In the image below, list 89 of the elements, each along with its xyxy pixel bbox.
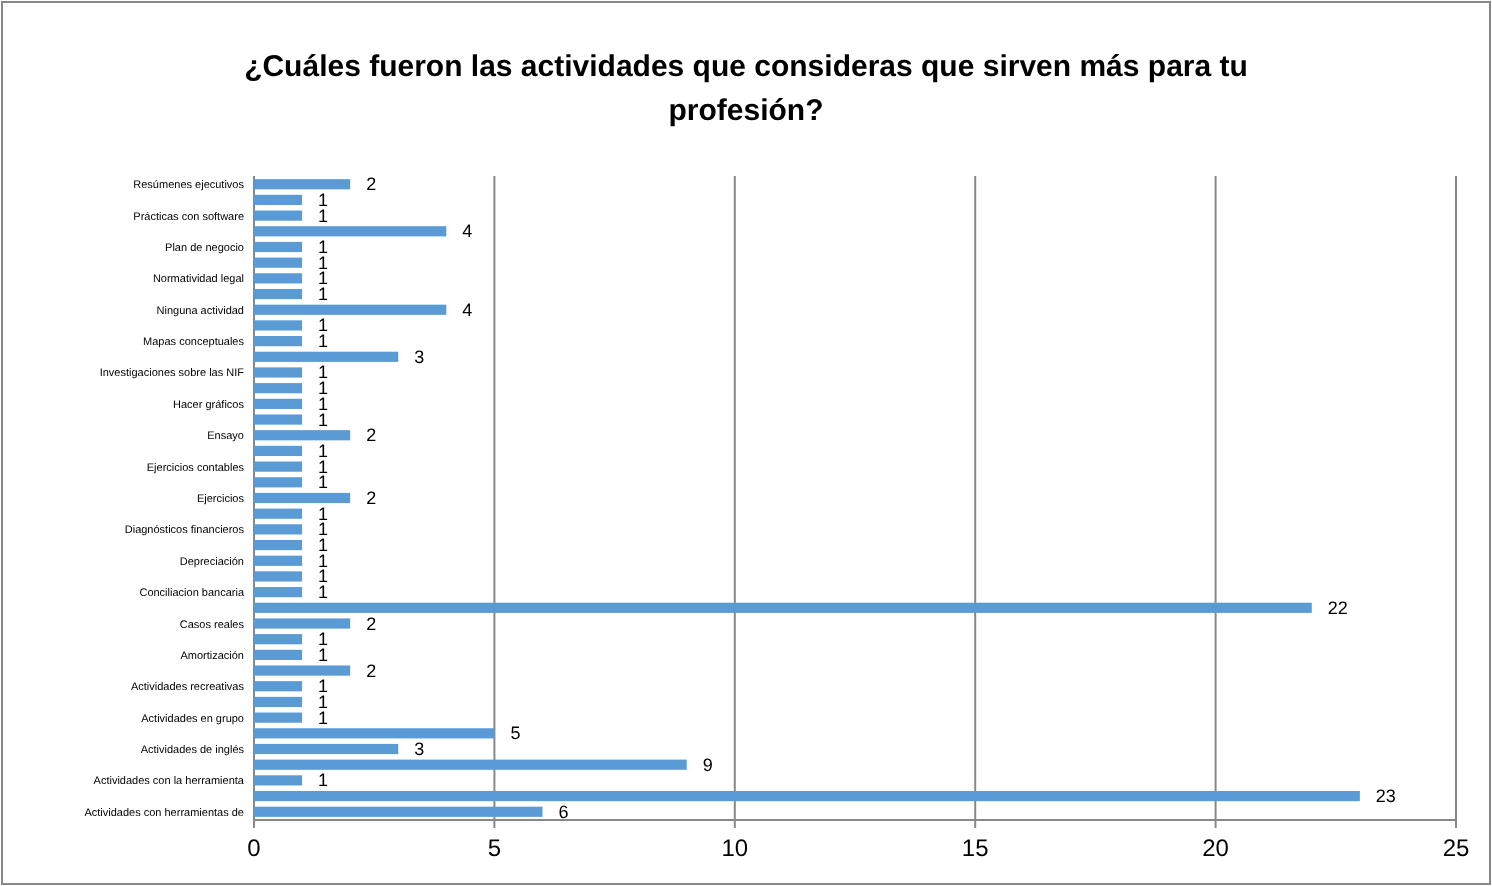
data-label: 5: [510, 723, 521, 744]
data-label: 1: [318, 189, 329, 210]
data-label: 1: [318, 472, 329, 493]
data-label: 1: [318, 252, 329, 273]
data-label: 1: [318, 550, 329, 571]
bar: [254, 696, 303, 708]
bar: [254, 712, 303, 723]
bar: [254, 759, 687, 770]
data-label: 1: [318, 535, 329, 556]
data-label: 1: [318, 582, 329, 603]
bar: [254, 634, 303, 645]
bar: [254, 571, 303, 582]
data-label: 9: [702, 754, 713, 775]
x-tick-label: 25: [1442, 834, 1470, 862]
data-label: 1: [318, 566, 329, 587]
chart-title: ¿Cuáles fueron las actividades que consideras que sirven más para tu profesión?: [244, 50, 1248, 128]
data-label: 1: [318, 331, 329, 352]
data-label: 3: [414, 346, 425, 367]
data-label: 2: [366, 425, 377, 446]
bar: [254, 336, 303, 347]
bar: [254, 477, 303, 488]
bar: [254, 273, 303, 284]
data-label: 1: [318, 456, 329, 477]
data-label: 1: [318, 409, 329, 430]
x-tick-label: 20: [1202, 834, 1230, 862]
bar: [254, 210, 303, 221]
bar: [254, 194, 303, 206]
data-label: 23: [1375, 786, 1396, 807]
data-label: 1: [318, 503, 329, 524]
x-tick-label: 0: [247, 834, 262, 862]
bar: [254, 461, 303, 472]
bar: [254, 430, 351, 441]
bar: [254, 665, 351, 676]
bar: [254, 681, 303, 692]
data-label: 2: [366, 660, 377, 681]
data-label: 1: [318, 644, 329, 665]
bar: [254, 806, 543, 817]
bar: [254, 398, 303, 409]
bar: [254, 445, 303, 457]
bar: [254, 524, 303, 535]
bar: [254, 790, 1360, 802]
bar: [254, 587, 303, 598]
data-label: 1: [318, 393, 329, 414]
bar: [254, 226, 447, 237]
data-label: 1: [318, 236, 329, 257]
bar: [254, 351, 399, 362]
data-label: 1: [318, 676, 329, 697]
data-label: 1: [318, 205, 329, 226]
data-label: 1: [318, 629, 329, 650]
data-label: 1: [318, 440, 329, 461]
data-label: 1: [318, 362, 329, 383]
bar: [254, 320, 303, 331]
data-label: 6: [558, 801, 569, 822]
x-tick-label: 10: [721, 834, 749, 862]
data-label: 1: [318, 268, 329, 289]
data-label: 1: [318, 519, 329, 540]
data-label: 2: [366, 488, 377, 508]
data-label: 2: [366, 174, 377, 195]
bar: [254, 179, 351, 190]
data-label: 1: [318, 315, 329, 336]
bar: [254, 539, 303, 551]
bar: [254, 383, 303, 394]
data-label: 1: [318, 284, 329, 305]
data-label: 1: [318, 707, 329, 728]
bar: [254, 618, 351, 629]
bar: [254, 743, 399, 755]
data-label: 4: [462, 221, 473, 242]
data-label: 2: [366, 613, 377, 634]
bar: [254, 775, 303, 786]
bar: [254, 602, 1312, 613]
bar: [254, 367, 303, 378]
bar: [254, 492, 351, 504]
data-label: 22: [1327, 597, 1348, 618]
bar: [254, 257, 303, 268]
bar: [254, 555, 303, 566]
bar: [254, 508, 303, 519]
data-label: 1: [318, 691, 329, 712]
bar: [254, 304, 447, 315]
bar: [254, 414, 303, 425]
data-label: 4: [462, 299, 473, 320]
bar: [254, 288, 303, 300]
x-tick-label: 5: [487, 834, 502, 862]
bar: [254, 728, 495, 739]
data-label: 1: [318, 770, 329, 791]
data-label: 1: [318, 378, 329, 399]
bar: [254, 241, 303, 253]
x-tick-label: 15: [961, 834, 990, 862]
bar: [254, 649, 303, 660]
data-label: 3: [414, 739, 425, 760]
